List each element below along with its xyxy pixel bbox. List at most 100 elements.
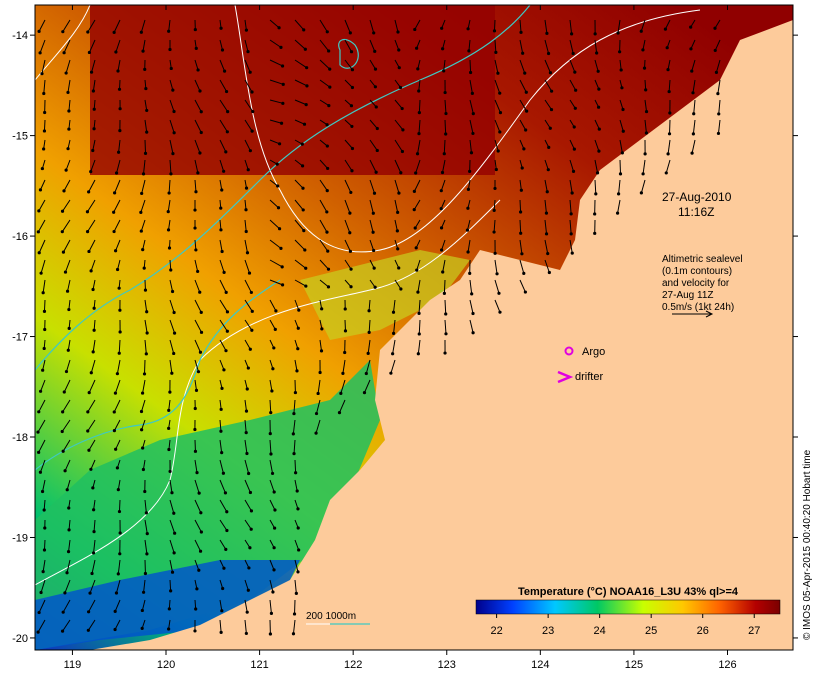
- velocity-arrow-head: [112, 229, 116, 234]
- velocity-arrow: [141, 419, 146, 430]
- velocity-arrow: [441, 239, 446, 251]
- velocity-arrow: [544, 159, 549, 170]
- velocity-arrow-head: [114, 249, 118, 253]
- velocity-arrow: [519, 59, 526, 74]
- velocity-arrow-head: [492, 230, 496, 234]
- velocity-arrow-head: [273, 526, 277, 530]
- velocity-arrow-head: [375, 126, 379, 131]
- velocity-arrow: [194, 159, 199, 173]
- velocity-arrow: [294, 239, 306, 251]
- velocity-arrow-head: [441, 270, 445, 274]
- velocity-arrow-head: [273, 508, 277, 512]
- velocity-arrow: [642, 159, 646, 174]
- velocity-arrow: [619, 99, 624, 110]
- velocity-arrow-head: [415, 46, 419, 50]
- velocity-arrow-head: [114, 591, 119, 595]
- velocity-arrow-head: [91, 89, 95, 93]
- velocity-arrow-head: [38, 389, 43, 393]
- velocity-arrow-head: [167, 408, 171, 412]
- velocity-arrow: [319, 99, 330, 107]
- velocity-arrow-head: [115, 372, 120, 376]
- velocity-arrow: [38, 599, 46, 613]
- velocity-arrow: [367, 339, 371, 354]
- velocity-arrow: [90, 459, 96, 470]
- velocity-arrow: [219, 219, 222, 230]
- velocity-arrow: [118, 139, 121, 153]
- velocity-arrow-head: [42, 548, 47, 552]
- velocity-arrow-head: [40, 489, 45, 494]
- velocity-arrow: [244, 59, 251, 73]
- velocity-arrow-head: [391, 352, 395, 356]
- velocity-arrow: [68, 539, 71, 552]
- velocity-arrow: [319, 39, 330, 52]
- velocity-arrow: [39, 459, 46, 473]
- velocity-arrow: [244, 339, 251, 350]
- velocity-arrow-head: [396, 247, 400, 251]
- velocity-arrow: [444, 99, 447, 114]
- velocity-arrow: [594, 79, 600, 90]
- velocity-arrow: [544, 19, 548, 34]
- velocity-arrow-head: [250, 129, 254, 133]
- velocity-arrow-head: [328, 67, 332, 71]
- velocity-arrow-head: [91, 350, 95, 354]
- velocity-arrow-head: [113, 627, 117, 632]
- velocity-arrow: [194, 339, 201, 353]
- velocity-arrow-head: [349, 50, 354, 54]
- velocity-arrow: [368, 299, 371, 311]
- velocity-arrow-head: [494, 167, 498, 172]
- velocity-arrow: [294, 39, 306, 50]
- velocity-arrow-head: [325, 188, 329, 193]
- isobath-1000m: [338, 38, 359, 69]
- velocity-arrow-head: [91, 287, 95, 292]
- velocity-arrow-head: [87, 610, 91, 614]
- velocity-arrow-head: [67, 528, 71, 532]
- velocity-arrow: [88, 39, 96, 53]
- velocity-arrow-head: [520, 166, 524, 170]
- velocity-arrow: [294, 159, 303, 167]
- velocity-arrow: [319, 279, 329, 288]
- velocity-arrow-head: [399, 287, 403, 291]
- velocity-arrow: [269, 199, 279, 209]
- velocity-arrow: [390, 359, 396, 374]
- velocity-arrow-head: [193, 226, 197, 230]
- velocity-arrow-head: [112, 428, 117, 433]
- velocity-arrow: [269, 279, 283, 286]
- velocity-arrow: [519, 119, 527, 131]
- velocity-arrow-head: [547, 145, 551, 149]
- velocity-arrow: [144, 499, 147, 513]
- velocity-arrow-head: [116, 572, 120, 576]
- velocity-arrow-head: [222, 169, 226, 173]
- velocity-arrow: [219, 79, 228, 92]
- velocity-arrow-head: [39, 271, 43, 275]
- velocity-arrow-head: [170, 371, 174, 375]
- velocity-arrow-head: [293, 390, 298, 395]
- velocity-arrow-head: [327, 49, 331, 53]
- velocity-arrow-head: [194, 248, 198, 252]
- velocity-arrow: [90, 259, 96, 272]
- velocity-arrow: [140, 19, 146, 33]
- velocity-arrow-head: [305, 66, 309, 70]
- velocity-arrow: [569, 179, 573, 194]
- velocity-arrow-head: [167, 447, 171, 452]
- velocity-arrow: [62, 439, 71, 452]
- velocity-arrow: [392, 339, 396, 354]
- velocity-arrow-head: [41, 291, 45, 295]
- velocity-arrow-head: [85, 210, 90, 214]
- velocity-arrow-head: [170, 570, 175, 574]
- velocity-arrow: [269, 559, 275, 571]
- velocity-arrow-head: [87, 448, 91, 452]
- velocity-arrow: [413, 179, 421, 192]
- velocity-arrow: [443, 279, 446, 294]
- velocity-arrow-head: [397, 191, 401, 195]
- velocity-arrow-head: [416, 352, 420, 356]
- velocity-arrow: [519, 219, 522, 234]
- velocity-arrow: [169, 339, 175, 354]
- velocity-arrow-head: [113, 191, 117, 195]
- velocity-arrow-head: [341, 371, 345, 375]
- velocity-arrow-head: [118, 308, 122, 312]
- velocity-arrow: [294, 219, 305, 231]
- velocity-arrow-head: [296, 326, 300, 330]
- velocity-arrow-head: [247, 271, 252, 275]
- velocity-arrow-head: [139, 409, 144, 414]
- velocity-arrow: [718, 99, 721, 114]
